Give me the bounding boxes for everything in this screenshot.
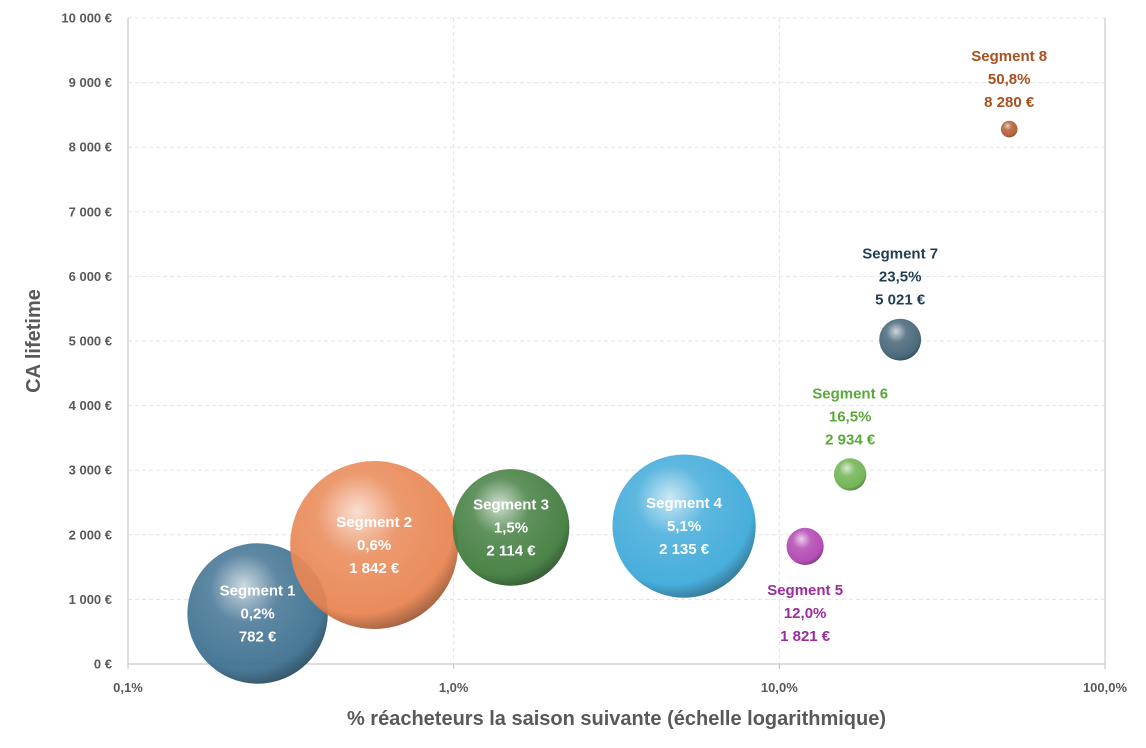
bubble-label-name: Segment 3: [473, 496, 549, 513]
bubble-label-value: 1 842 €: [349, 560, 400, 577]
bubble-label-pct: 23,5%: [879, 269, 922, 286]
y-tick-label: 9 000 €: [69, 75, 112, 90]
bubble-labels: Segment 1 0,2% 782 € Segment 2 0,6% 1 842 € Se…: [220, 48, 1047, 646]
x-tick-label: 100,0%: [1083, 680, 1128, 695]
bubble-segment-6[interactable]: [833, 458, 867, 491]
y-tick-label: 1 000 €: [69, 592, 112, 607]
bubbles: [187, 120, 1018, 684]
bubble-label-pct: 0,2%: [240, 605, 274, 622]
bubble-label-pct: 5,1%: [667, 518, 701, 535]
bubble-label-pct: 50,8%: [988, 71, 1031, 88]
bubble-label-value: 2 114 €: [486, 542, 536, 559]
bubble-segment-1[interactable]: [187, 543, 328, 684]
y-tick-label: 7 000 €: [69, 204, 112, 219]
y-tick-label: 4 000 €: [69, 398, 112, 413]
x-tick-label: 10,0%: [761, 680, 798, 695]
bubble-label-value: 782 €: [239, 628, 277, 645]
bubble-label-pct: 0,6%: [357, 537, 391, 554]
y-tick-label: 2 000 €: [69, 527, 112, 542]
bubble-segment-7[interactable]: [879, 318, 922, 361]
y-tick-label: 0 €: [94, 657, 112, 672]
bubble-label-pct: 12,0%: [784, 605, 827, 622]
x-tick-label: 0,1%: [113, 680, 143, 695]
bubble-label-value: 1 821 €: [780, 628, 831, 645]
bubble-label-name: Segment 5: [767, 582, 843, 599]
bubble-label-pct: 1,5%: [494, 519, 528, 536]
y-tick-label: 6 000 €: [69, 269, 112, 284]
bubble-segment-8[interactable]: [1000, 120, 1018, 138]
y-tick-label: 10 000 €: [61, 11, 112, 26]
bubble-label-value: 2 934 €: [825, 431, 876, 448]
bubble-label-name: Segment 4: [646, 495, 723, 512]
y-tick-label: 3 000 €: [69, 463, 112, 478]
bubble-segment-2[interactable]: [290, 461, 459, 630]
bubble-segment-3[interactable]: [452, 469, 570, 586]
bubble-segment-5[interactable]: [786, 527, 824, 565]
bubble-label-pct: 16,5%: [829, 408, 872, 425]
bubble-label-value: 2 135 €: [659, 541, 710, 558]
axes: 0 € 1 000 € 2 000 € 3 000 € 4 000 € 5 000 € 6 …: [61, 11, 1127, 696]
bubble-segment-4[interactable]: [612, 454, 756, 598]
bubble-label-name: Segment 6: [812, 385, 888, 402]
bubble-label-value: 5 021 €: [875, 292, 926, 309]
bubble-label-name: Segment 7: [862, 246, 938, 263]
bubble-label-value: 8 280 €: [984, 94, 1035, 111]
y-tick-label: 5 000 €: [69, 334, 112, 349]
bubble-label-name: Segment 1: [220, 582, 296, 599]
bubble-label-name: Segment 8: [971, 48, 1047, 65]
y-axis-title: CA lifetime: [23, 289, 45, 393]
x-axis-title: % réacheteurs la saison suivante (échell…: [347, 708, 886, 730]
x-tick-label: 1,0%: [439, 680, 469, 695]
bubble-label-name: Segment 2: [336, 514, 412, 531]
y-tick-label: 8 000 €: [69, 140, 112, 155]
